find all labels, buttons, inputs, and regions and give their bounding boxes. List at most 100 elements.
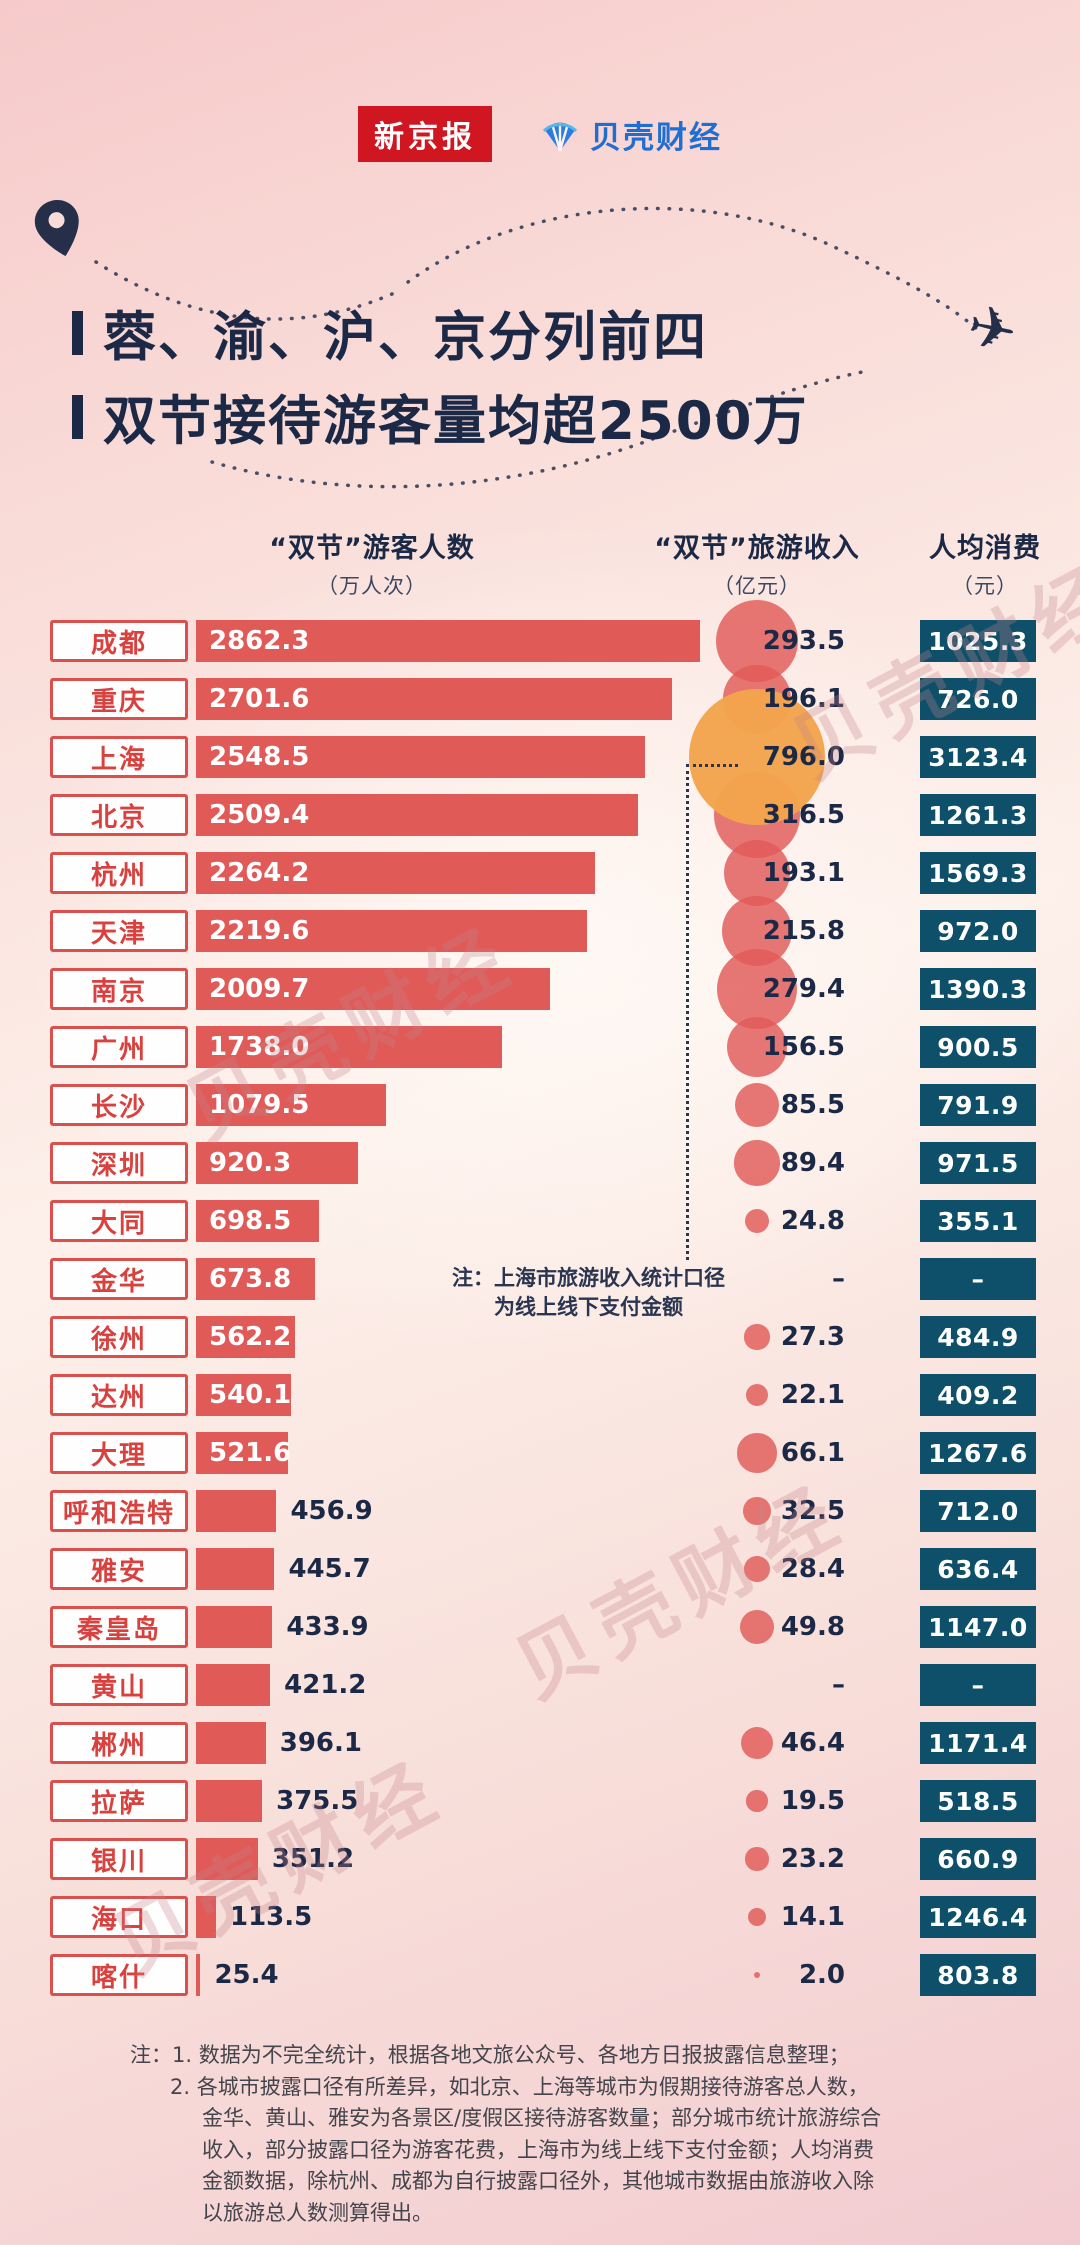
footnote-line: 注：1. 数据为不完全统计，根据各地文旅公众号、各地方日报披露信息整理；: [130, 2043, 850, 2067]
revenue-value: 796.0: [762, 742, 845, 772]
annotation-line-2: 为线上线下支付金额: [494, 1295, 683, 1319]
chart-row: 天津 2219.6 215.8 972.0: [0, 895, 1080, 967]
per-capita-value: 1261.3: [920, 794, 1036, 836]
revenue-value: 24.8: [780, 1206, 845, 1236]
city-label: 大同: [50, 1200, 188, 1242]
revenue-value: 32.5: [780, 1496, 845, 1526]
city-label: 杭州: [50, 852, 188, 894]
beike-caijing-logo: 贝壳财经: [540, 112, 722, 157]
per-capita-value: 1147.0: [920, 1606, 1036, 1648]
visitors-value: 521.6: [209, 1438, 292, 1468]
visitors-value: 540.1: [209, 1380, 292, 1410]
title-accent-bar: [72, 395, 83, 439]
per-capita-value: 409.2: [920, 1374, 1036, 1416]
revenue-value: 156.5: [762, 1032, 845, 1062]
visitors-value: 433.9: [286, 1612, 369, 1642]
revenue-bubble: [726, 1016, 788, 1078]
chart-row: 大理 521.6 66.1 1267.6: [0, 1424, 1080, 1482]
chart-row: 大同 698.5 24.8 355.1: [0, 1192, 1080, 1250]
city-label: 天津: [50, 910, 188, 952]
per-capita-value: 900.5: [920, 1026, 1036, 1068]
per-capita-value: 1267.6: [920, 1432, 1036, 1474]
visitors-header-unit: （万人次）: [317, 574, 427, 598]
visitors-value: 25.4: [214, 1960, 279, 1990]
revenue-bubble: [743, 1497, 771, 1525]
city-label: 达州: [50, 1374, 188, 1416]
city-label: 雅安: [50, 1548, 188, 1590]
chart-row: 海口 113.5 14.1 1246.4: [0, 1888, 1080, 1946]
per-capita-value: 712.0: [920, 1490, 1036, 1532]
visitors-value: 920.3: [209, 1148, 292, 1178]
revenue-bubble: [734, 1140, 780, 1186]
city-label: 徐州: [50, 1316, 188, 1358]
revenue-bubble: [723, 839, 791, 907]
header: 新京报 贝壳财经: [0, 106, 1080, 162]
revenue-bubble: [744, 1324, 770, 1350]
chart-row: 金华 673.8 – –: [0, 1250, 1080, 1308]
chart-row: 广州 1738.0 156.5 900.5: [0, 1016, 1080, 1078]
revenue-bubble: [745, 1383, 769, 1407]
annotation-line-1: 注：上海市旅游收入统计口径: [452, 1266, 725, 1290]
city-label: 拉萨: [50, 1780, 188, 1822]
per-capita-value: 1569.3: [920, 852, 1036, 894]
revenue-value: –: [832, 1264, 845, 1294]
revenue-value: 28.4: [780, 1554, 845, 1584]
visitors-bar: 920.3: [196, 1142, 359, 1184]
city-label: 成都: [50, 620, 188, 662]
percap-header-unit: （元）: [952, 574, 1018, 598]
city-label: 郴州: [50, 1722, 188, 1764]
visitors-value: 113.5: [229, 1902, 313, 1932]
visitors-bar: 1079.5: [196, 1084, 387, 1126]
per-capita-value: 518.5: [920, 1780, 1036, 1822]
visitors-value: 562.2: [209, 1322, 292, 1352]
column-header-percap: 人均消费 （元）: [929, 526, 1041, 600]
chart-row: 拉萨 375.5 19.5 518.5: [0, 1772, 1080, 1830]
visitors-value: 375.5: [276, 1786, 359, 1816]
visitors-value: 2219.6: [209, 916, 310, 946]
visitors-value: 673.8: [209, 1264, 292, 1294]
revenue-value: 316.5: [762, 800, 845, 830]
visitors-bar: 673.8: [196, 1258, 315, 1300]
visitors-bar: [196, 1838, 258, 1880]
chart-row: 重庆 2701.6 196.1 726.0: [0, 665, 1080, 733]
title-accent-bar: [72, 311, 83, 355]
footnotes: 注：1. 数据为不完全统计，根据各地文旅公众号、各地方日报披露信息整理； 2. 各…: [130, 2040, 1050, 2229]
visitors-bar: 1738.0: [196, 1026, 503, 1068]
per-capita-value: 1171.4: [920, 1722, 1036, 1764]
city-label: 北京: [50, 794, 188, 836]
revenue-bubble: [745, 1209, 769, 1233]
revenue-value: 85.5: [780, 1090, 845, 1120]
per-capita-value: 3123.4: [920, 736, 1036, 778]
per-capita-value: –: [920, 1664, 1036, 1706]
city-label: 重庆: [50, 678, 188, 720]
footnote-line: 以旅游总人数测算得出。: [202, 2200, 433, 2225]
visitors-bar: [196, 1954, 201, 1996]
visitors-bar: 2509.4: [196, 794, 638, 836]
revenue-bubble: [734, 1082, 780, 1128]
revenue-bubble: [747, 1907, 766, 1926]
visitors-bar: [196, 1780, 263, 1822]
visitors-value: 2009.7: [209, 974, 310, 1004]
revenue-value: 215.8: [762, 916, 845, 946]
per-capita-value: 660.9: [920, 1838, 1036, 1880]
chart-row: 雅安 445.7 28.4 636.4: [0, 1540, 1080, 1598]
column-header-revenue: “双节”旅游收入 （亿元）: [654, 526, 860, 600]
chart-row: 喀什 25.4 2.0 803.8: [0, 1946, 1080, 2004]
chart-row: 成都 2862.3 293.5 1025.3: [0, 599, 1080, 683]
revenue-value: 14.1: [780, 1902, 845, 1932]
chart-row: 郴州 396.1 46.4 1171.4: [0, 1714, 1080, 1772]
visitors-value: 456.9: [290, 1496, 373, 1526]
revenue-bubble: [746, 1790, 768, 1812]
city-label: 呼和浩特: [50, 1490, 188, 1532]
city-label: 喀什: [50, 1954, 188, 1996]
visitors-bar: 2264.2: [196, 852, 595, 894]
visitors-bar: 698.5: [196, 1200, 319, 1242]
chart-row: 杭州 2264.2 193.1 1569.3: [0, 839, 1080, 907]
city-label: 上海: [50, 736, 188, 778]
chart-row: 秦皇岛 433.9 49.8 1147.0: [0, 1598, 1080, 1656]
visitors-bar: [196, 1664, 271, 1706]
revenue-bubble: [753, 1971, 761, 1979]
per-capita-value: –: [920, 1258, 1036, 1300]
